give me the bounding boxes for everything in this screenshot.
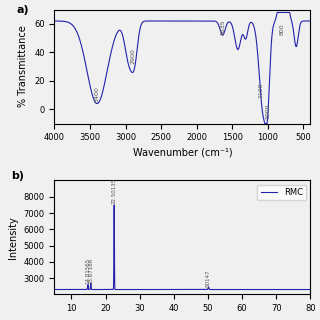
Text: 800: 800 bbox=[279, 24, 284, 35]
Y-axis label: % Transmittance: % Transmittance bbox=[19, 26, 28, 108]
Y-axis label: Intensity: Intensity bbox=[8, 216, 18, 259]
Text: 22.50135: 22.50135 bbox=[112, 178, 116, 204]
Text: 3400: 3400 bbox=[95, 86, 100, 102]
Text: 1100: 1100 bbox=[258, 82, 263, 98]
Text: 14.81565: 14.81565 bbox=[85, 258, 91, 284]
Text: 50147: 50147 bbox=[206, 269, 211, 287]
Text: b): b) bbox=[11, 172, 24, 181]
Text: 1000: 1000 bbox=[265, 104, 270, 119]
Text: a): a) bbox=[16, 5, 28, 15]
Legend: RMC: RMC bbox=[257, 185, 306, 200]
Text: 1635: 1635 bbox=[220, 20, 225, 35]
Text: 2900: 2900 bbox=[130, 48, 135, 64]
Text: 15.67166: 15.67166 bbox=[88, 258, 93, 284]
X-axis label: Wavenumber (cm⁻¹): Wavenumber (cm⁻¹) bbox=[132, 148, 232, 158]
